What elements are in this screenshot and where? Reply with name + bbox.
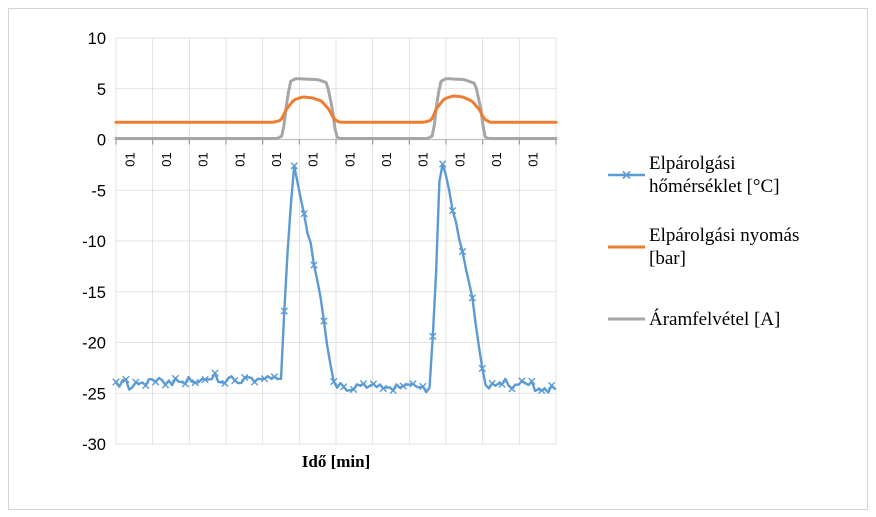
svg-text:Áramfelvétel [A]: Áramfelvétel [A] bbox=[649, 308, 780, 330]
svg-text:-15: -15 bbox=[82, 284, 106, 302]
svg-text:01: 01 bbox=[232, 152, 247, 166]
svg-text:Elpárolgási nyomás: Elpárolgási nyomás bbox=[649, 225, 799, 246]
svg-text:-10: -10 bbox=[82, 233, 106, 251]
svg-text:hőmérséklet [°C]: hőmérséklet [°C] bbox=[649, 176, 780, 197]
svg-text:-20: -20 bbox=[82, 335, 106, 353]
svg-text:01: 01 bbox=[416, 152, 431, 166]
svg-text:-30: -30 bbox=[82, 436, 106, 454]
svg-text:01: 01 bbox=[526, 152, 541, 166]
svg-text:10: 10 bbox=[88, 30, 106, 48]
svg-text:01: 01 bbox=[122, 152, 137, 166]
svg-text:Elpárolgási: Elpárolgási bbox=[649, 153, 736, 174]
svg-text:5: 5 bbox=[97, 81, 106, 99]
svg-text:0: 0 bbox=[97, 132, 106, 150]
svg-text:01: 01 bbox=[489, 152, 504, 166]
svg-text:Idő [min]: Idő [min] bbox=[302, 452, 370, 471]
svg-text:01: 01 bbox=[196, 152, 211, 166]
svg-text:01: 01 bbox=[342, 152, 357, 166]
svg-text:01: 01 bbox=[452, 152, 467, 166]
svg-text:01: 01 bbox=[269, 152, 284, 166]
svg-text:-5: -5 bbox=[91, 182, 106, 200]
svg-text:-25: -25 bbox=[82, 385, 106, 403]
svg-text:01: 01 bbox=[379, 152, 394, 166]
svg-text:01: 01 bbox=[306, 152, 321, 166]
svg-text:[bar]: [bar] bbox=[649, 248, 686, 269]
svg-text:01: 01 bbox=[159, 152, 174, 166]
